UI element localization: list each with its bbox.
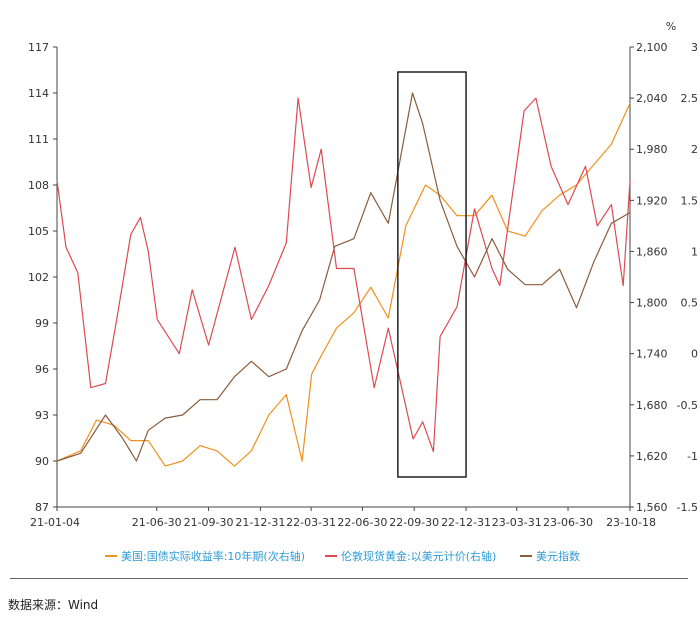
x-tick-label: 22-09-30 (389, 516, 439, 529)
yield-unit-label: % (666, 20, 676, 33)
x-tick-label: 21-12-31 (235, 516, 285, 529)
left-tick-label: 99 (35, 317, 49, 330)
series-line (56, 97, 631, 453)
x-tick-label: 23-10-18 (606, 516, 656, 529)
gold-tick-label: 2,040 (636, 92, 668, 105)
yield-tick-label: 1.5 (681, 194, 699, 207)
data-source-label: 数据来源：Wind (8, 598, 99, 612)
left-tick-label: 87 (35, 501, 49, 514)
ticks-layer: 87909396991021051081111141171,5601,6201,… (28, 20, 698, 529)
yield-tick-label: 3 (691, 41, 698, 54)
left-tick-label: 114 (28, 87, 49, 100)
gold-tick-label: 1,680 (636, 399, 668, 412)
gold-tick-label: 1,800 (636, 297, 668, 310)
x-tick-label: 21-09-30 (184, 516, 234, 529)
gold-tick-label: 1,560 (636, 501, 668, 514)
yield-tick-label: 0 (691, 348, 698, 361)
left-tick-label: 96 (35, 363, 49, 376)
x-tick-label: 22-06-30 (337, 516, 387, 529)
yield-tick-label: -1.5 (677, 501, 698, 514)
x-tick-label: 21-06-30 (132, 516, 182, 529)
legend-label: 伦敦现货黄金:以美元计价(右轴) (341, 549, 496, 563)
line-chart: 87909396991021051081111141171,5601,6201,… (28, 20, 698, 563)
x-tick-label: 22-12-31 (441, 516, 491, 529)
x-tick-label: 21-01-04 (30, 516, 80, 529)
left-tick-label: 93 (35, 409, 49, 422)
x-tick-label: 22-03-31 (286, 516, 336, 529)
left-tick-label: 111 (28, 133, 49, 146)
left-tick-label: 105 (28, 225, 49, 238)
highlight-box (397, 71, 467, 478)
left-tick-label: 117 (28, 41, 49, 54)
yield-tick-label: 2 (691, 143, 698, 156)
yield-tick-label: 2.5 (681, 92, 699, 105)
x-tick-label: 23-06-30 (543, 516, 593, 529)
gold-tick-label: 1,860 (636, 245, 668, 258)
yield-tick-label: -0.5 (677, 399, 698, 412)
legend-label: 美国:国债实际收益率:10年期(次右轴) (121, 549, 305, 563)
left-tick-label: 90 (35, 455, 49, 468)
gold-tick-label: 1,740 (636, 348, 668, 361)
legend-label: 美元指数 (536, 549, 580, 563)
gold-tick-label: 1,920 (636, 194, 668, 207)
gold-tick-label: 2,100 (636, 41, 668, 54)
yield-tick-label: 1 (691, 245, 698, 258)
series-line (56, 102, 631, 467)
left-tick-label: 102 (28, 271, 49, 284)
series-line (56, 92, 631, 462)
yield-tick-label: 0.5 (681, 297, 699, 310)
legend: 美国:国债实际收益率:10年期(次右轴) 伦敦现货黄金:以美元计价(右轴) 美元指数 (105, 549, 580, 563)
yield-tick-label: -1 (687, 450, 698, 463)
series-layer (56, 71, 631, 478)
footer-divider (10, 578, 688, 579)
gold-tick-label: 1,980 (636, 143, 668, 156)
axes-layer (53, 46, 634, 511)
x-tick-label: 23-03-31 (492, 516, 542, 529)
left-tick-label: 108 (28, 179, 49, 192)
gold-tick-label: 1,620 (636, 450, 668, 463)
